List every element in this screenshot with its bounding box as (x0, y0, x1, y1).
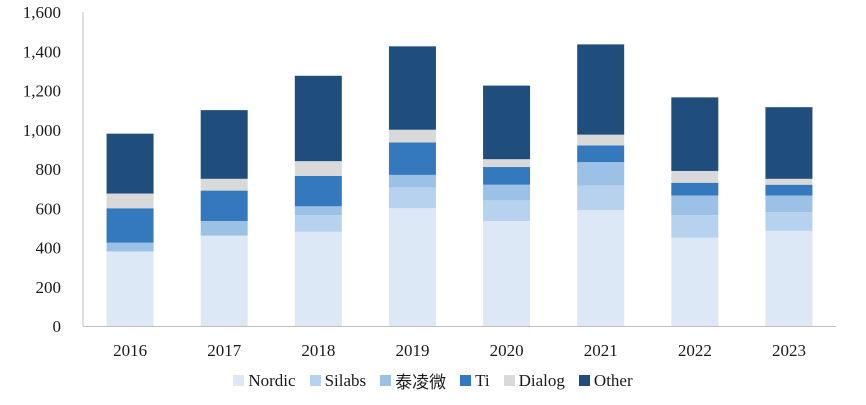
legend-item: Ti (460, 368, 490, 393)
y-tick-label: 1,400 (23, 42, 61, 61)
x-tick-label: 2022 (678, 341, 712, 360)
x-tick-label: 2020 (490, 341, 524, 360)
bar-segment-silabs (388, 187, 436, 209)
bar-segment-泰凌微 (577, 162, 625, 186)
bar-segment-dialog (200, 178, 248, 191)
bar-segment-dialog (106, 193, 154, 209)
bar-segment-nordic (671, 237, 719, 326)
bar-segment-ti (765, 184, 813, 196)
legend-swatch (503, 375, 515, 386)
bar-segment-dialog (483, 159, 531, 168)
y-tick-label: 1,000 (23, 121, 61, 140)
legend-label: Ti (475, 370, 490, 390)
chart-legend: Nordic Silabs 泰凌微 Ti Dialog Other (0, 368, 866, 393)
bar-segment-dialog (671, 170, 719, 183)
legend-swatch (380, 375, 392, 386)
legend-label: Silabs (324, 370, 367, 390)
bar-segment-dialog (294, 161, 342, 176)
legend-item: Silabs (309, 368, 367, 393)
bar-segment-other (106, 133, 154, 194)
bar-segment-泰凌微 (483, 184, 531, 201)
legend-label: Other (593, 370, 633, 390)
bar-segment-other (294, 75, 342, 162)
x-tick-label: 2018 (301, 341, 335, 360)
y-tick-label: 800 (36, 160, 62, 179)
bar-segment-nordic (765, 230, 813, 326)
y-tick-label: 200 (36, 278, 62, 297)
bar-segment-nordic (200, 235, 248, 326)
bar-segment-ti (388, 142, 436, 175)
y-tick-label: 600 (36, 199, 62, 218)
legend-swatch (578, 375, 590, 386)
legend-swatch (460, 375, 472, 386)
legend-item: 泰凌微 (380, 368, 446, 393)
bar-segment-silabs (671, 215, 719, 238)
y-tick-label: 0 (53, 317, 62, 336)
x-tick-label: 2021 (584, 341, 618, 360)
bar-segment-泰凌微 (106, 242, 154, 252)
bar-segment-ti (483, 167, 531, 185)
bar-segment-泰凌微 (388, 174, 436, 188)
y-tick-label: 400 (36, 239, 62, 258)
legend-swatch (309, 375, 321, 386)
bar-segment-other (765, 107, 813, 179)
chart-canvas: 0 200 400 600 800 1,000 1,200 1,400 1,600 2016 201… (23, 3, 836, 360)
bar-segment-ti (106, 208, 154, 243)
x-tick-label: 2023 (772, 341, 806, 360)
legend-label: Nordic (248, 370, 296, 390)
bar-segment-other (671, 97, 719, 171)
bar-segment-nordic (577, 210, 625, 326)
bar-segment-other (483, 85, 531, 160)
bar-segment-silabs (765, 212, 813, 231)
legend-item: Other (578, 368, 633, 393)
legend-swatch (233, 375, 245, 386)
bar-segment-nordic (106, 251, 154, 326)
x-tick-label: 2019 (395, 341, 429, 360)
bar-segment-nordic (294, 231, 342, 326)
legend-item: Nordic (233, 368, 296, 393)
bar-segment-dialog (388, 129, 436, 143)
bar-segment-dialog (577, 134, 625, 146)
x-tick-label: 2017 (207, 341, 242, 360)
x-tick-label: 2016 (113, 341, 147, 360)
legend-item: Dialog (503, 368, 565, 393)
legend-label: 泰凌微 (395, 373, 447, 392)
bar-segment-泰凌微 (765, 195, 813, 213)
bar-segment-dialog (765, 178, 813, 185)
bar-segment-silabs (294, 215, 342, 232)
legend-label: Dialog (518, 370, 565, 390)
bar-segment-nordic (483, 221, 531, 326)
bar-segment-other (200, 110, 248, 179)
bar-segment-other (577, 44, 625, 135)
bar-segment-other (388, 46, 436, 130)
bar-segment-泰凌微 (671, 195, 719, 216)
bar-segment-silabs (483, 200, 531, 222)
bar-segment-ti (671, 182, 719, 196)
bar-segment-ti (294, 175, 342, 207)
bar-segment-泰凌微 (200, 221, 248, 236)
bar-segment-ti (200, 190, 248, 222)
y-tick-label: 1,600 (23, 3, 61, 22)
y-tick-label: 1,200 (23, 82, 61, 101)
bar-segment-ti (577, 145, 625, 163)
bar-segment-nordic (388, 208, 436, 326)
bar-segment-silabs (577, 185, 625, 211)
bar-segment-泰凌微 (294, 206, 342, 216)
